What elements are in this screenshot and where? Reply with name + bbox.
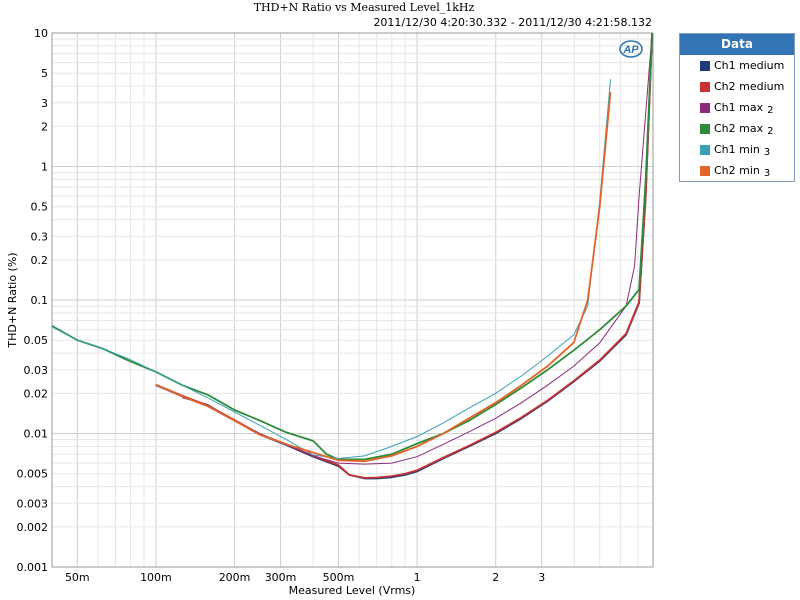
x-tick-label: 1: [414, 571, 421, 584]
legend-label: Ch2 max: [714, 122, 764, 135]
legend-subscript: 2: [767, 105, 774, 116]
legend-label: Ch2 medium: [714, 80, 785, 93]
legend-item[interactable]: Ch2 max 2: [680, 118, 794, 139]
legend-item[interactable]: Ch2 min 3: [680, 160, 794, 181]
y-tick-label: 0.3: [31, 230, 49, 243]
y-tick-label: 0.01: [24, 428, 49, 441]
legend-swatch: [700, 60, 710, 71]
legend: Data Ch1 medium Ch2 medium Ch1 max 2 Ch2 max…: [679, 33, 795, 182]
legend-swatch: [700, 123, 710, 134]
legend-items: Ch1 medium Ch2 medium Ch1 max 2 Ch2 max 2 Ch1 …: [680, 55, 794, 181]
series-line-ch1-medium: [155, 32, 653, 480]
x-tick-label: 2: [492, 571, 499, 584]
legend-item[interactable]: Ch1 min 3: [680, 139, 794, 160]
x-tick-label: 200m: [219, 571, 251, 584]
plot-frame: [51, 32, 654, 568]
y-tick-label: 0.001: [17, 561, 49, 574]
series-line-ch2-max: [51, 32, 653, 461]
legend-subscript: 3: [763, 147, 771, 158]
y-tick-label: 0.2: [31, 254, 49, 267]
y-tick-label: 5: [41, 67, 48, 80]
legend-label: Ch2 min: [714, 164, 760, 177]
legend-label: Ch1 min: [714, 143, 760, 156]
y-tick-label: 0.003: [17, 497, 49, 510]
legend-title: Data: [680, 34, 794, 55]
chart-subtitle: 2011/12/30 4:20:30.332 - 2011/12/30 4:21…: [373, 16, 652, 29]
y-tick-label: 0.03: [24, 364, 49, 377]
x-tick-label: 100m: [140, 571, 172, 584]
legend-label: Ch1 medium: [714, 59, 785, 72]
legend-item[interactable]: Ch1 medium: [680, 55, 794, 76]
ap-logo: AP: [619, 40, 643, 58]
y-tick-label: 3: [41, 97, 48, 110]
y-tick-label: 10: [34, 27, 48, 40]
y-tick-label: 2: [41, 120, 48, 133]
series-line-ch2-min: [155, 92, 612, 463]
y-tick-label: 0.002: [17, 521, 49, 534]
series-lines: [51, 32, 653, 480]
y-tick-label: 1: [41, 161, 48, 174]
legend-subscript: 3: [763, 168, 771, 179]
legend-subscript: 2: [767, 126, 774, 137]
svg-text:AP: AP: [622, 44, 639, 56]
x-tick-label: 3: [538, 571, 545, 584]
chart-title: THD+N Ratio vs Measured Level_1kHz: [254, 1, 475, 14]
legend-swatch: [700, 165, 710, 176]
y-tick-label: 0.5: [31, 201, 49, 214]
legend-label: Ch1 max: [714, 101, 764, 114]
x-tick-label: 500m: [323, 571, 355, 584]
legend-swatch: [700, 102, 710, 113]
plot-grid: [51, 33, 654, 567]
y-tick-label: 0.1: [31, 294, 49, 307]
series-line-ch1-min: [51, 79, 611, 459]
y-tick-label: 0.005: [17, 468, 49, 481]
y-axis-ticks: 10 5 3 2 1 0.5 0.3 0.2 0.1 0.05 0.03 0.02 0.01 0.005 0…: [17, 27, 49, 574]
legend-item[interactable]: Ch1 max 2: [680, 97, 794, 118]
series-line-ch2-medium: [155, 32, 653, 479]
x-tick-label: 50m: [65, 571, 90, 584]
x-tick-label: 300m: [265, 571, 297, 584]
y-tick-label: 0.05: [24, 334, 49, 347]
x-axis-label: Measured Level (Vrms): [289, 584, 416, 597]
legend-swatch: [700, 81, 710, 92]
x-axis-ticks: 50m 100m 200m 300m 500m 1 2 3: [65, 571, 545, 584]
y-axis-label: THD+N Ratio (%): [6, 252, 19, 348]
y-tick-label: 0.02: [24, 387, 49, 400]
legend-swatch: [700, 144, 710, 155]
legend-item[interactable]: Ch2 medium: [680, 76, 794, 97]
